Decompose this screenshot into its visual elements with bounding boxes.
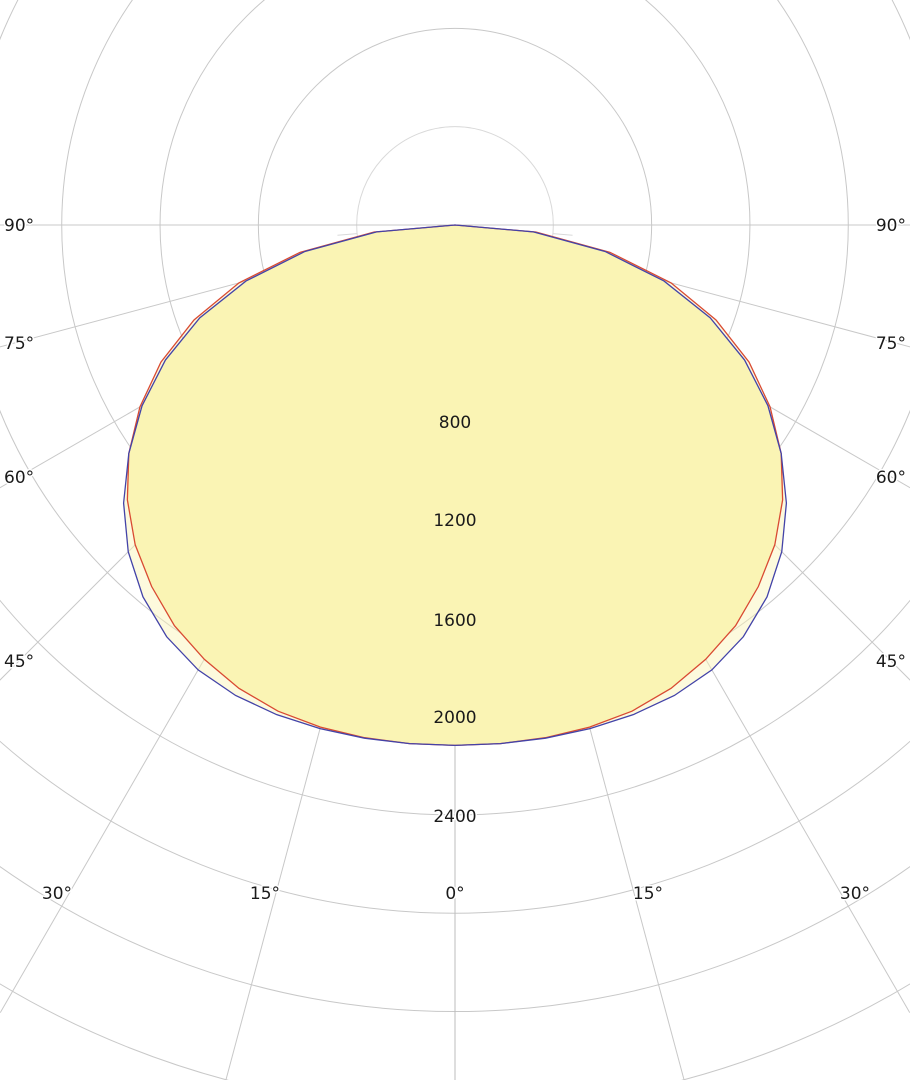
- angular-tick-label-left-halo: 15°: [250, 884, 280, 904]
- radial-tick-label: 800: [439, 413, 471, 433]
- angular-tick-label-right: 30°: [840, 884, 870, 904]
- distribution-fill-area: [123, 225, 787, 746]
- radial-tick-label: 2400: [433, 807, 476, 827]
- angular-tick-label-right-halo: 30°: [840, 884, 870, 904]
- angular-tick-label-left-halo: 60°: [4, 468, 34, 488]
- angular-axis-labels: 90°90°75°75°60°60°45°45°30°30° 15°15°90°9…: [3, 215, 908, 906]
- angular-tick-label-center: 0°: [445, 884, 464, 904]
- angular-tick-label-left: 60°: [4, 468, 34, 488]
- angular-tick-label-right-halo: 75°: [876, 334, 906, 354]
- angular-tick-label-left-halo: 75°: [4, 334, 34, 354]
- angular-tick-label-center-halo: 0°: [445, 884, 464, 904]
- angular-tick-label-left-halo: 45°: [4, 652, 34, 672]
- radial-tick-label-halo: 1600: [433, 611, 476, 631]
- angular-tick-label-left: 75°: [4, 334, 34, 354]
- angular-tick-label-right-halo: 45°: [876, 652, 906, 672]
- radial-tick-label-halo: 2000: [433, 708, 476, 728]
- radial-tick-label: 1600: [433, 611, 476, 631]
- angular-tick-label-right: 60°: [876, 468, 906, 488]
- angular-tick-label-right-halo: 60°: [876, 468, 906, 488]
- angular-tick-label-left: 90°: [4, 216, 34, 236]
- radial-tick-label: 2000: [433, 708, 476, 728]
- distribution-curve-c90-c270: [122, 224, 788, 747]
- angular-tick-label-right: 90°: [876, 216, 906, 236]
- radial-tick-label-halo: 2400: [433, 807, 476, 827]
- angular-tick-label-left: 30°: [42, 884, 72, 904]
- angular-tick-label-left: 15°: [250, 884, 280, 904]
- distribution-core-fill: [127, 225, 783, 746]
- distribution-curves: [122, 224, 788, 747]
- angular-grid-minor-tick: [552, 233, 573, 236]
- angular-grid-minor-tick: [337, 233, 358, 236]
- angular-tick-label-left: 45°: [4, 652, 34, 672]
- angular-tick-label-right: 75°: [876, 334, 906, 354]
- radial-tick-label: 1200: [433, 511, 476, 531]
- angular-tick-label-left-halo: 90°: [4, 216, 34, 236]
- angular-tick-label-left-halo: 30°: [42, 884, 72, 904]
- angular-tick-label-right-halo: 15°: [633, 884, 663, 904]
- angular-tick-label-right: 45°: [876, 652, 906, 672]
- angular-tick-label-right: 15°: [633, 884, 663, 904]
- angular-tick-label-right-halo: 90°: [876, 216, 906, 236]
- radial-tick-label-halo: 1200: [433, 511, 476, 531]
- radial-tick-label-halo: 800: [439, 413, 471, 433]
